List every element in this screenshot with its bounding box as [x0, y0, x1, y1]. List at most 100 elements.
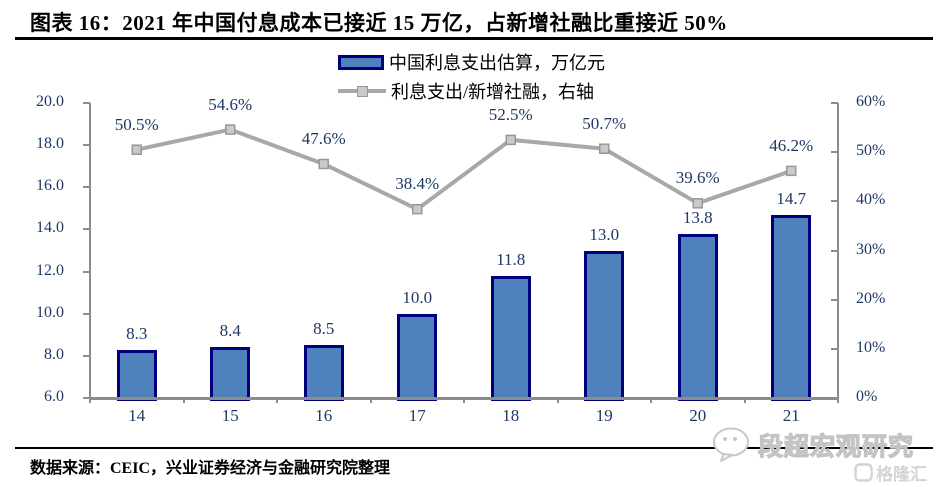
x-axis-category-label: 14 — [128, 406, 146, 425]
left-axis-tick — [83, 186, 90, 189]
x-axis-category-label: 20 — [689, 406, 707, 425]
chart-legend: 中国利息支出估算，万亿元 利息支出/新增社融，右轴 — [338, 51, 605, 102]
figure-title: 图表 16：2021 年中国付息成本已接近 15 万亿，占新增社融比重接近 50… — [30, 11, 728, 35]
bar-value-label: 13.8 — [682, 207, 713, 227]
x-axis-category-label: 21 — [782, 406, 800, 425]
left-axis-tick-label: 20.0 — [36, 93, 64, 110]
chart-area: 8.3 8.4 8.5 10.0 11.8 13.0 13.8 14.7 50.5% 54.6% 4… — [0, 93, 948, 438]
bar-value-label: 8.5 — [313, 319, 335, 339]
bar-value-label: 8.3 — [126, 323, 148, 343]
left-axis-tick — [83, 312, 90, 315]
left-axis-tick — [83, 102, 90, 104]
x-axis-tick — [89, 398, 91, 403]
x-axis-category-label: 18 — [502, 406, 520, 425]
line-value-label: 52.5% — [488, 104, 533, 124]
right-axis-tick-label: 40% — [856, 191, 886, 209]
line-value-label: 38.4% — [395, 174, 440, 194]
title-divider — [15, 37, 933, 40]
gelonghui-logo-text: 格隆汇 — [876, 465, 927, 484]
right-axis-line — [837, 103, 839, 400]
left-axis-tick-label: 6.0 — [44, 388, 64, 405]
footer-divider — [15, 447, 933, 449]
bar-15 — [210, 347, 251, 401]
right-axis-tick-label: 0% — [856, 388, 878, 405]
x-axis-category-label: 19 — [595, 406, 613, 425]
ratio-line-series — [131, 124, 797, 215]
line-series-swatch-icon — [338, 84, 386, 98]
line-marker — [786, 165, 797, 177]
right-axis-tick — [831, 102, 838, 104]
right-axis-tick — [831, 151, 838, 154]
left-axis-tick — [83, 270, 90, 273]
bar-series-swatch-icon — [338, 54, 384, 70]
line-marker — [225, 124, 236, 135]
watermark-brand-text: 段超宏观研究 — [757, 432, 915, 461]
legend-item-bar-series: 中国利息支出估算，万亿元 — [338, 51, 605, 73]
gelonghui-logo: 格隆汇 — [854, 460, 927, 485]
bar-18 — [490, 275, 531, 401]
gelonghui-logo-icon — [854, 463, 873, 482]
bar-value-label: 13.0 — [589, 224, 620, 244]
left-axis-tick-label: 12.0 — [36, 261, 64, 279]
bar-16 — [303, 345, 344, 401]
right-axis-tick-label: 10% — [856, 338, 886, 356]
x-axis-tick — [369, 398, 372, 403]
bar-21 — [771, 214, 812, 401]
left-axis-tick-label: 10.0 — [36, 303, 64, 321]
left-axis-tick — [83, 354, 90, 357]
right-axis-tick — [831, 200, 838, 203]
line-marker — [505, 134, 516, 146]
left-axis-tick — [83, 228, 90, 231]
left-axis-line — [89, 103, 91, 400]
line-marker — [318, 158, 329, 170]
plot-area: 8.3 8.4 8.5 10.0 11.8 13.0 13.8 14.7 50.5% 54.6% 4… — [83, 95, 839, 403]
right-axis-tick-label: 30% — [856, 240, 886, 258]
x-axis-tick — [182, 398, 185, 403]
bar-value-label: 10.0 — [402, 287, 433, 307]
line-marker — [692, 198, 703, 209]
watermark: 段超宏观研究 — [710, 426, 914, 464]
right-axis-tick-label: 50% — [856, 142, 886, 160]
right-axis-tick — [831, 298, 838, 301]
bar-value-label: 11.8 — [496, 249, 526, 269]
legend-label: 中国利息支出估算，万亿元 — [389, 53, 605, 73]
left-axis-tick-label: 8.0 — [44, 345, 64, 363]
bar-17 — [397, 313, 438, 401]
x-axis-tick — [556, 398, 559, 403]
x-axis-tick — [743, 398, 746, 403]
x-axis-category-label: 17 — [408, 406, 426, 425]
legend-label: 利息支出/新增社融，右轴 — [391, 82, 594, 102]
right-axis-tick — [831, 347, 838, 350]
line-value-label: 54.6% — [208, 94, 253, 114]
bar-value-label: 14.7 — [776, 188, 807, 208]
x-axis-category-label: 15 — [221, 406, 239, 425]
x-axis-tick — [276, 398, 278, 403]
right-axis-tick-label: 20% — [856, 289, 886, 307]
bar-value-label: 8.4 — [219, 321, 241, 341]
line-marker — [599, 143, 610, 154]
x-axis-tick — [650, 398, 652, 403]
right-axis-tick-label: 60% — [856, 93, 886, 110]
bar-19 — [584, 250, 625, 401]
line-value-label: 50.7% — [582, 113, 627, 133]
line-value-label: 46.2% — [769, 135, 814, 155]
x-axis-tick — [837, 398, 839, 403]
left-axis-tick-label: 16.0 — [36, 177, 64, 195]
line-value-label: 47.6% — [301, 128, 346, 148]
wechat-ghost-icon — [713, 427, 749, 462]
data-source-note: 数据来源：CEIC，兴业证券经济与金融研究院整理 — [30, 460, 391, 477]
bar-20 — [677, 233, 718, 401]
legend-item-line-series: 利息支出/新增社融，右轴 — [338, 80, 605, 102]
left-axis-tick — [83, 397, 90, 399]
bar-14 — [116, 349, 157, 401]
line-marker — [412, 203, 423, 215]
right-axis-tick — [831, 249, 838, 252]
line-value-label: 39.6% — [675, 168, 720, 188]
left-axis-tick-label: 14.0 — [36, 219, 64, 237]
line-marker — [131, 144, 142, 155]
left-axis-tick-label: 18.0 — [36, 135, 64, 153]
left-axis-tick — [83, 144, 90, 147]
x-axis-category-label: 16 — [315, 406, 333, 425]
line-value-label: 50.5% — [114, 114, 159, 134]
